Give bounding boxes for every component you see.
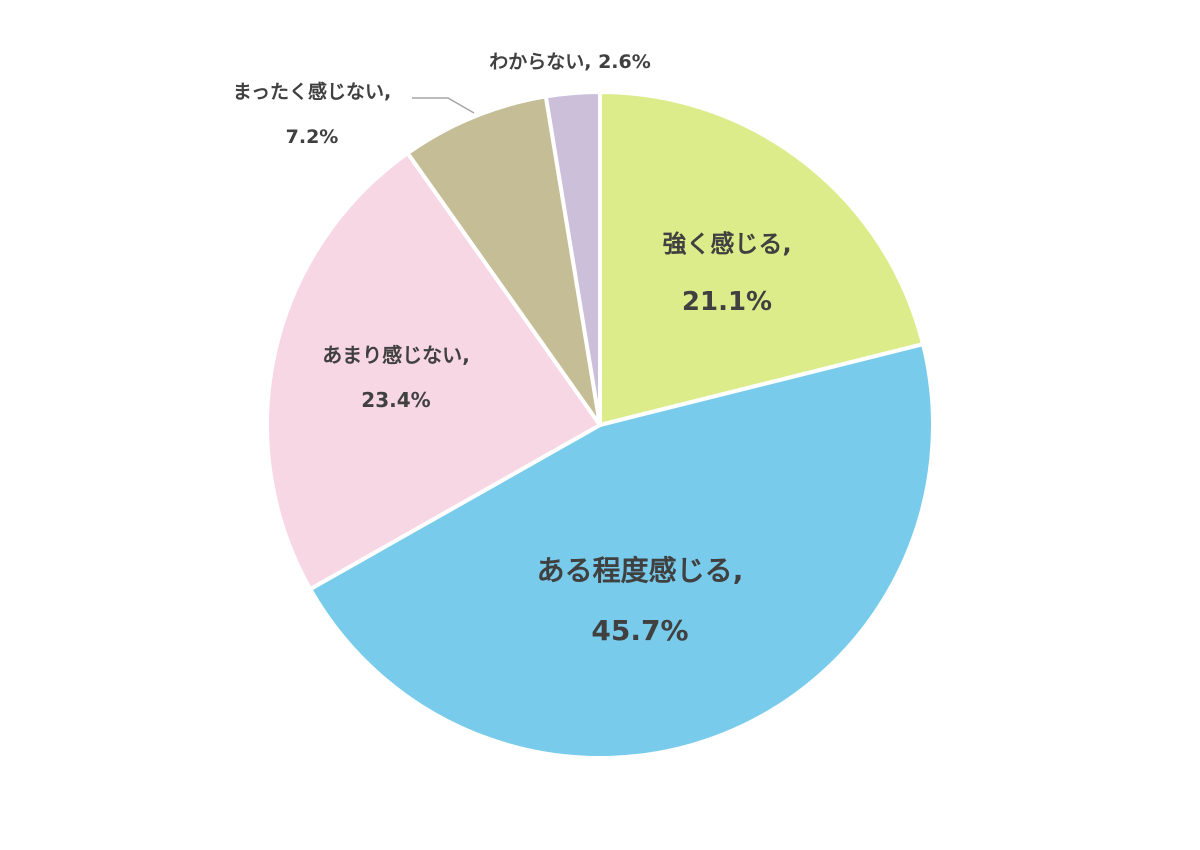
pie-slice-0 (598, 90, 926, 427)
pie-slice-2 (265, 151, 602, 592)
pie-slice-4 (543, 90, 602, 427)
value-somewhat: 45.7% (591, 614, 688, 647)
label-not-at-all: まったく感じない, (233, 80, 391, 103)
label-somewhat: ある程度感じる, (537, 554, 744, 587)
pie-slices (265, 90, 935, 760)
value-not-at-all: 7.2% (286, 126, 339, 148)
label-not-much: あまり感じない, (322, 343, 470, 367)
label-dont-know: わからない, 2.6% (489, 51, 651, 73)
pie-slice-1 (308, 342, 935, 760)
leader-line (412, 97, 475, 114)
value-strong: 21.1% (682, 287, 772, 317)
pie-slice-3 (405, 94, 602, 427)
data-labels: 強く感じる, 21.1% ある程度感じる, 45.7% あまり感じない, 23.… (233, 51, 792, 647)
value-not-much: 23.4% (361, 388, 430, 412)
label-strong: 強く感じる, (662, 230, 791, 258)
